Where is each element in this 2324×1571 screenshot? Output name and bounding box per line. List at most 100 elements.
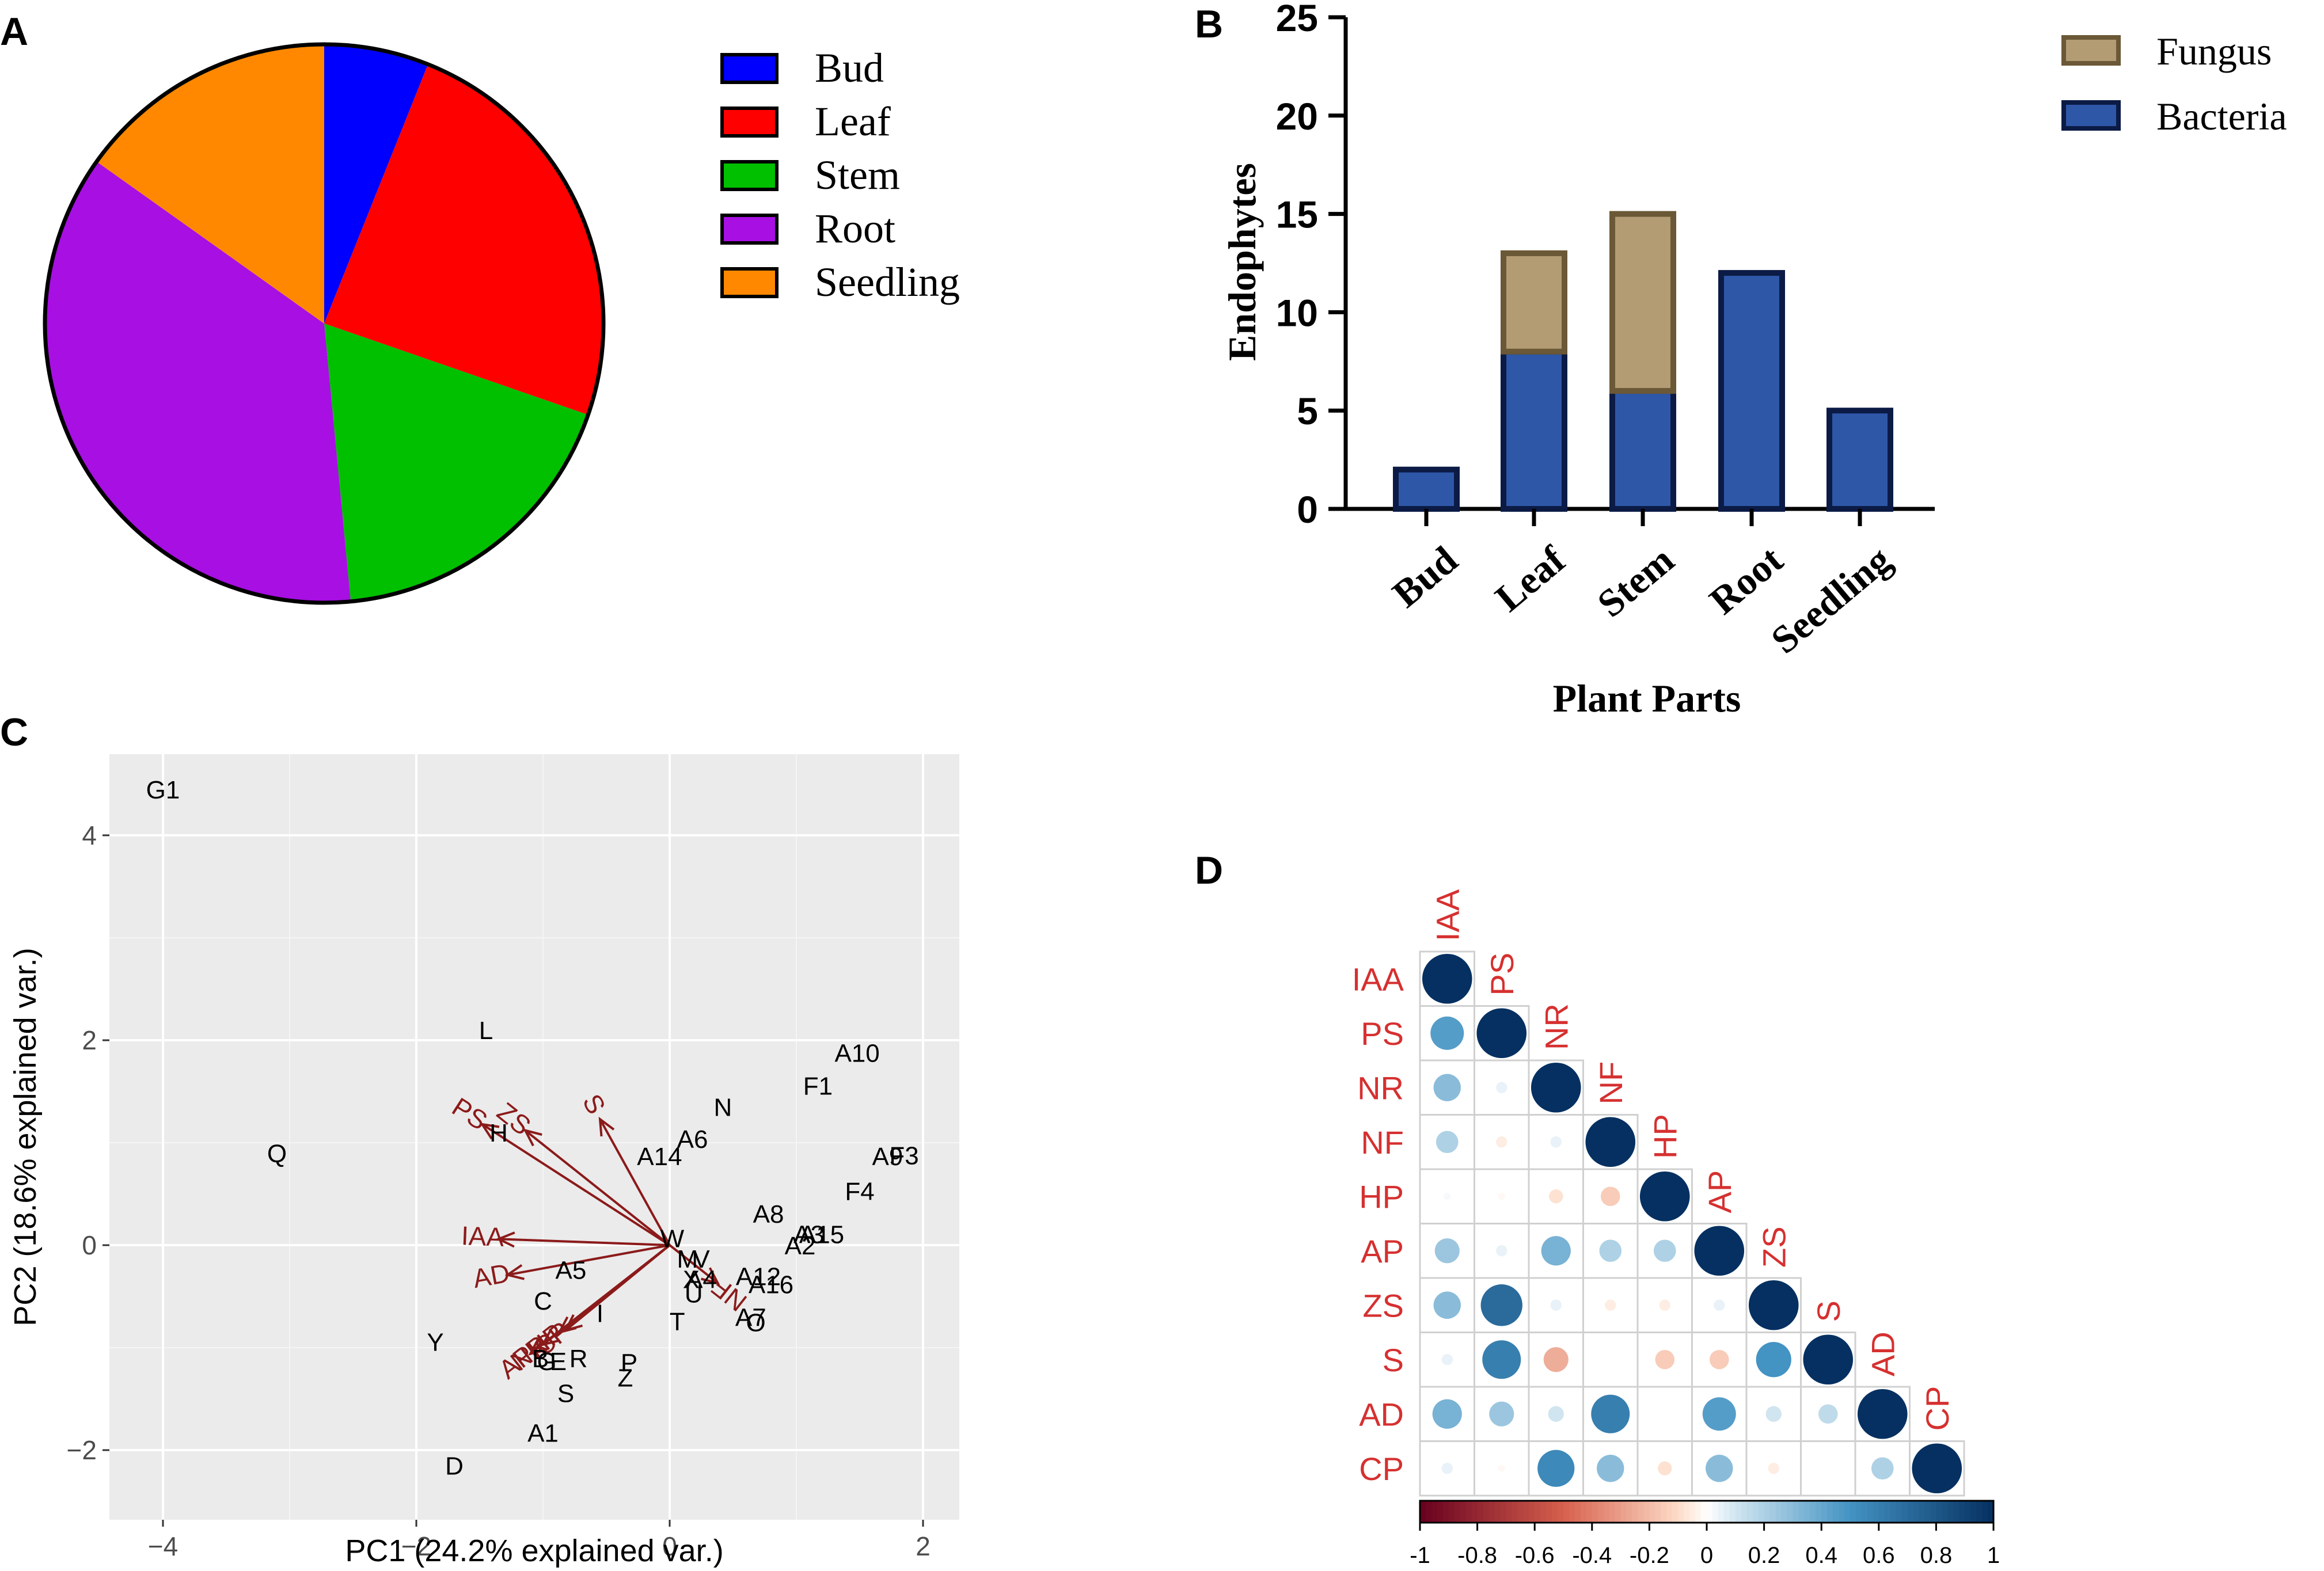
- score-point-a8: A8: [753, 1200, 784, 1228]
- pie-slice-stem: [324, 324, 588, 602]
- y-tick-label: 15: [1276, 193, 1318, 236]
- colorbar-segment: [1620, 1501, 1627, 1523]
- pie-slice-bud: [324, 44, 428, 324]
- column-label-iaa: IAA: [1429, 889, 1465, 941]
- panel-label-a: A: [0, 10, 28, 54]
- y-tick-label: 0: [82, 1230, 97, 1260]
- row-label-nf: NF: [1361, 1124, 1404, 1161]
- score-point-a6: A6: [677, 1125, 708, 1154]
- loading-arrow-ad: [507, 1244, 670, 1276]
- y-tick-label: 25: [1276, 0, 1318, 39]
- y-tick-label: −2: [67, 1435, 97, 1465]
- colorbar-segment: [1924, 1501, 1931, 1523]
- colorbar-segment: [1810, 1501, 1817, 1523]
- x-tick-label: 2: [916, 1531, 931, 1561]
- colorbar-segment: [1597, 1501, 1604, 1523]
- colorbar-segment: [1552, 1501, 1559, 1523]
- corr-circle: [1600, 1186, 1620, 1207]
- bar-fungus-leaf: [1501, 250, 1567, 355]
- corr-circle: [1871, 1457, 1894, 1480]
- corr-circle: [1605, 1299, 1616, 1311]
- score-point-i: I: [597, 1299, 603, 1327]
- colorbar-segment: [1558, 1501, 1564, 1523]
- corr-circle: [1433, 1291, 1461, 1319]
- score-point-g: G: [537, 1348, 556, 1376]
- legend-label-stem: Stem: [815, 152, 900, 198]
- colorbar-segment: [1465, 1501, 1472, 1523]
- colorbar-segment: [1592, 1501, 1598, 1523]
- row-label-ad: AD: [1359, 1396, 1404, 1432]
- colorbar-segment: [1678, 1501, 1685, 1523]
- score-point-e: E: [550, 1348, 567, 1376]
- colorbar-segment: [1655, 1501, 1662, 1523]
- colorbar-segment: [1707, 1501, 1713, 1523]
- score-point-f3: F3: [889, 1142, 918, 1170]
- row-label-iaa: IAA: [1352, 961, 1404, 997]
- corr-circle: [1702, 1397, 1736, 1431]
- corr-cell: [1745, 1440, 1802, 1497]
- colorbar-segment: [1546, 1501, 1553, 1523]
- colorbar-segment: [1632, 1501, 1639, 1523]
- colorbar-segment: [1666, 1501, 1673, 1523]
- colorbar-segment: [1431, 1501, 1438, 1523]
- colorbar-segment: [1580, 1501, 1587, 1523]
- corr-circle: [1655, 1349, 1675, 1370]
- corr-circle: [1433, 1074, 1461, 1101]
- score-point-a16: A16: [749, 1271, 793, 1299]
- column-label-ap: AP: [1702, 1170, 1738, 1214]
- corr-circle: [1912, 1443, 1962, 1494]
- score-point-c: C: [534, 1287, 552, 1315]
- column-label-s: S: [1810, 1300, 1847, 1322]
- colorbar-segment: [1769, 1501, 1776, 1523]
- colorbar-segment: [1752, 1501, 1759, 1523]
- corr-circle: [1706, 1455, 1733, 1482]
- colorbar-segment: [1586, 1501, 1593, 1523]
- corr-circle: [1537, 1450, 1575, 1487]
- colorbar-segment: [1615, 1501, 1622, 1523]
- score-point-x: X: [683, 1266, 700, 1294]
- colorbar-segment: [1798, 1501, 1805, 1523]
- colorbar-tick-label: 1: [1987, 1543, 2000, 1568]
- bar-fungus-stem: [1609, 211, 1676, 394]
- loading-arrowhead-cp: [563, 1314, 583, 1332]
- y-axis-title: Endophytes: [1220, 163, 1264, 361]
- score-point-v: V: [693, 1245, 710, 1273]
- loading-arrow-s: [599, 1119, 671, 1246]
- score-point-p: P: [621, 1349, 637, 1377]
- corr-circle: [1803, 1334, 1854, 1385]
- loading-label-ad: AD: [470, 1258, 512, 1294]
- corr-circle: [1709, 1349, 1729, 1370]
- score-point-g1: G1: [146, 776, 180, 804]
- panel-a-pie-chart: Bud Leaf Stem Root Seedling: [43, 42, 960, 605]
- colorbar-segment: [1965, 1501, 1972, 1523]
- x-tick-label-leaf: Leaf: [1487, 537, 1574, 620]
- score-point-a5: A5: [555, 1257, 586, 1285]
- colorbar-segment: [1723, 1501, 1730, 1523]
- colorbar-segment: [1746, 1501, 1753, 1523]
- colorbar-segment: [1442, 1501, 1449, 1523]
- colorbar-segment: [1959, 1501, 1966, 1523]
- colorbar-segment: [1781, 1501, 1788, 1523]
- corr-circle: [1585, 1117, 1636, 1167]
- corr-circle: [1768, 1463, 1779, 1474]
- colorbar-tick-label: -0.8: [1457, 1543, 1497, 1568]
- colorbar-segment: [1454, 1501, 1461, 1523]
- corr-circle: [1756, 1342, 1791, 1378]
- score-point-w: W: [660, 1225, 685, 1253]
- row-label-zs: ZS: [1362, 1287, 1404, 1323]
- x-axis-title: PC1 (24.2% explained var.): [345, 1534, 723, 1568]
- colorbar-segment: [1833, 1501, 1840, 1523]
- loading-arrowhead-ps: [480, 1123, 500, 1140]
- colorbar-segment: [1735, 1501, 1742, 1523]
- colorbar-segment: [1942, 1501, 1949, 1523]
- column-label-cp: CP: [1919, 1386, 1955, 1431]
- legend-label-bud: Bud: [815, 45, 884, 91]
- colorbar-segment: [1850, 1501, 1856, 1523]
- score-point-a15: A15: [799, 1220, 844, 1249]
- score-point-q: Q: [267, 1140, 287, 1168]
- corr-circle: [1765, 1406, 1782, 1422]
- x-tick-label-root: Root: [1701, 538, 1791, 623]
- colorbar-segment: [1523, 1501, 1530, 1523]
